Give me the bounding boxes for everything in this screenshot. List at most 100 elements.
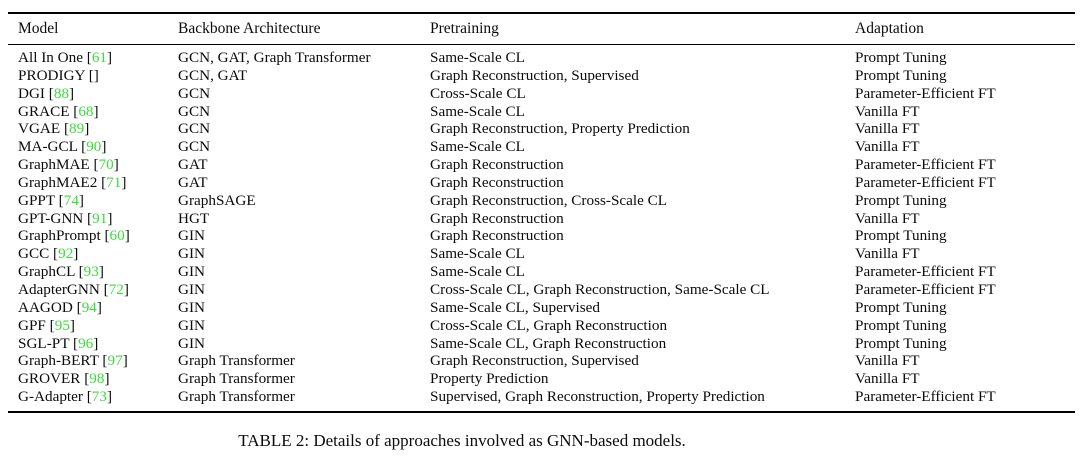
citation-link[interactable]: 93 — [83, 263, 99, 281]
model-cell: All In One [61] — [8, 45, 178, 67]
pretraining-cell: Same-Scale CL — [430, 245, 525, 263]
citation-link[interactable]: 88 — [53, 84, 70, 102]
model-name: SGL-PT [ — [18, 334, 79, 352]
table-row: AAGOD [94] GIN Same-Scale CL, Supervised Pr… — [8, 299, 1075, 317]
table-row: GPF [95] GIN Cross-Scale CL, Graph Reconst… — [8, 317, 1075, 335]
pretraining-cell: Cross-Scale CL, Graph Reconstruction — [430, 316, 668, 334]
citation-link[interactable]: 68 — [78, 102, 94, 120]
citation-link[interactable]: 98 — [89, 370, 105, 388]
backbone-cell: GIN — [178, 334, 205, 352]
citation-link[interactable]: 90 — [86, 138, 102, 156]
citation-bracket: ] — [107, 209, 113, 227]
backbone-cell: GCN — [178, 138, 211, 156]
backbone-cell: GCN, GAT — [178, 66, 248, 84]
backbone-cell: GIN — [178, 280, 205, 298]
table-row: VGAE [89] GCN Graph Reconstruction, Proper… — [8, 120, 1075, 138]
model-name: GraphPrompt [ — [18, 227, 110, 245]
model-name: GCC [ — [18, 245, 59, 263]
pretraining-cell: Graph Reconstruction — [430, 209, 564, 227]
model-cell: GPT-GNN [91] — [8, 210, 178, 228]
table-row: G-Adapter [73] Graph Transformer Supervise… — [8, 388, 1075, 412]
adaptation-cell: Vanilla FT — [855, 370, 920, 388]
citation-link[interactable]: 60 — [109, 227, 125, 245]
citation-link[interactable]: 94 — [81, 298, 97, 316]
column-header-backbone: Backbone Architecture — [178, 13, 430, 45]
pretraining-cell: Same-Scale CL — [430, 138, 525, 156]
pretraining-cell: Property Prediction — [430, 370, 549, 388]
gnn-models-table: Model Backbone Architecture Pretraining … — [8, 12, 1075, 413]
citation-link[interactable]: 74 — [63, 191, 79, 209]
adaptation-cell: Vanilla FT — [855, 352, 920, 370]
citation-link[interactable]: 92 — [58, 245, 74, 263]
citation-link[interactable]: 72 — [108, 280, 124, 298]
citation-link[interactable]: 91 — [92, 209, 108, 227]
pretraining-cell: Same-Scale CL — [430, 263, 525, 281]
backbone-cell: Graph Transformer — [178, 370, 295, 388]
table-row: PRODIGY [] GCN, GAT Graph Reconstruction, … — [8, 67, 1075, 85]
adaptation-cell: Prompt Tuning — [855, 66, 947, 84]
backbone-cell: GIN — [178, 298, 205, 316]
citation-bracket: ] — [113, 156, 119, 174]
table-row: GraphCL [93] GIN Same-Scale CL Parameter-Ef… — [8, 263, 1075, 281]
citation-link[interactable]: 71 — [106, 173, 122, 191]
pretraining-cell: Graph Reconstruction, Supervised — [430, 66, 639, 84]
model-cell: AdapterGNN [72] — [8, 281, 178, 299]
citation-link[interactable]: 96 — [78, 334, 94, 352]
backbone-cell: GAT — [178, 156, 208, 174]
pretraining-cell: Graph Reconstruction, Supervised — [430, 352, 639, 370]
citation-link[interactable]: 97 — [107, 352, 123, 370]
citation-link[interactable]: 89 — [69, 120, 85, 138]
pretraining-cell: Cross-Scale CL, Graph Reconstruction, Sa… — [430, 280, 770, 298]
pretraining-cell: Graph Reconstruction — [430, 227, 564, 245]
citation-bracket: ] — [122, 352, 128, 370]
backbone-cell: GraphSAGE — [178, 191, 256, 209]
pretraining-cell: Same-Scale CL, Graph Reconstruction — [430, 334, 667, 352]
table-row: SGL-PT [96] GIN Same-Scale CL, Graph Recon… — [8, 335, 1075, 353]
citation-bracket: ] — [96, 298, 102, 316]
adaptation-cell: Parameter-Efficient FT — [855, 388, 996, 406]
model-cell: GPPT [74] — [8, 192, 178, 210]
adaptation-cell: Prompt Tuning — [855, 49, 947, 66]
table-body: All In One [61] GCN, GAT, Graph Transform… — [8, 45, 1075, 412]
adaptation-cell: Prompt Tuning — [855, 227, 947, 245]
table-row: GRACE [68] GCN Same-Scale CL Vanilla FT — [8, 103, 1075, 121]
pretraining-cell: Cross-Scale CL — [430, 84, 526, 102]
model-cell: Graph-BERT [97] — [8, 352, 178, 370]
citation-bracket: ] — [106, 388, 113, 406]
citation-bracket: ] — [104, 370, 110, 388]
table-row: MA-GCL [90] GCN Same-Scale CL Vanilla FT — [8, 138, 1075, 156]
table: Model Backbone Architecture Pretraining … — [8, 12, 1075, 413]
citation-link[interactable]: 70 — [98, 156, 114, 174]
pretraining-cell: Same-Scale CL, Supervised — [430, 298, 600, 316]
model-cell: DGI [88] — [8, 85, 178, 103]
model-name: GRACE [ — [18, 102, 79, 120]
table-row: Graph-BERT [97] Graph Transformer Graph Re… — [8, 352, 1075, 370]
model-cell: PRODIGY [] — [8, 67, 178, 85]
model-name: GraphMAE2 [ — [18, 173, 107, 191]
table-row: GCC [92] GIN Same-Scale CL Vanilla FT — [8, 245, 1075, 263]
adaptation-cell: Parameter-Efficient FT — [855, 173, 996, 191]
adaptation-cell: Parameter-Efficient FT — [855, 263, 996, 281]
column-header-adaptation: Adaptation — [855, 13, 1075, 45]
model-name: GPPT [ — [18, 191, 64, 209]
adaptation-cell: Prompt Tuning — [855, 334, 947, 352]
adaptation-cell: Prompt Tuning — [855, 298, 947, 316]
model-cell: GraphPrompt [60] — [8, 227, 178, 245]
citation-bracket: ] — [101, 138, 107, 156]
pretraining-cell: Graph Reconstruction, Cross-Scale CL — [430, 191, 668, 209]
citation-bracket: ] — [78, 191, 84, 209]
citation-bracket: ] — [69, 84, 75, 102]
model-name: GPF [ — [18, 316, 55, 334]
model-name: GROVER [ — [18, 370, 90, 388]
citation-link[interactable]: 61 — [91, 49, 107, 66]
model-name: MA-GCL [ — [18, 138, 87, 156]
table-caption: TABLE 2: Details of approaches involved … — [238, 431, 686, 450]
citation-link[interactable]: 95 — [54, 316, 70, 334]
table-row: AdapterGNN [72] GIN Cross-Scale CL, Graph … — [8, 281, 1075, 299]
model-cell: MA-GCL [90] — [8, 138, 178, 156]
table-row: GraphMAE [70] GAT Graph Reconstruction Para… — [8, 156, 1075, 174]
adaptation-cell: Vanilla FT — [855, 209, 920, 227]
citation-link[interactable]: 73 — [91, 388, 107, 406]
backbone-cell: GCN — [178, 102, 211, 120]
citation-bracket: ] — [84, 120, 90, 138]
